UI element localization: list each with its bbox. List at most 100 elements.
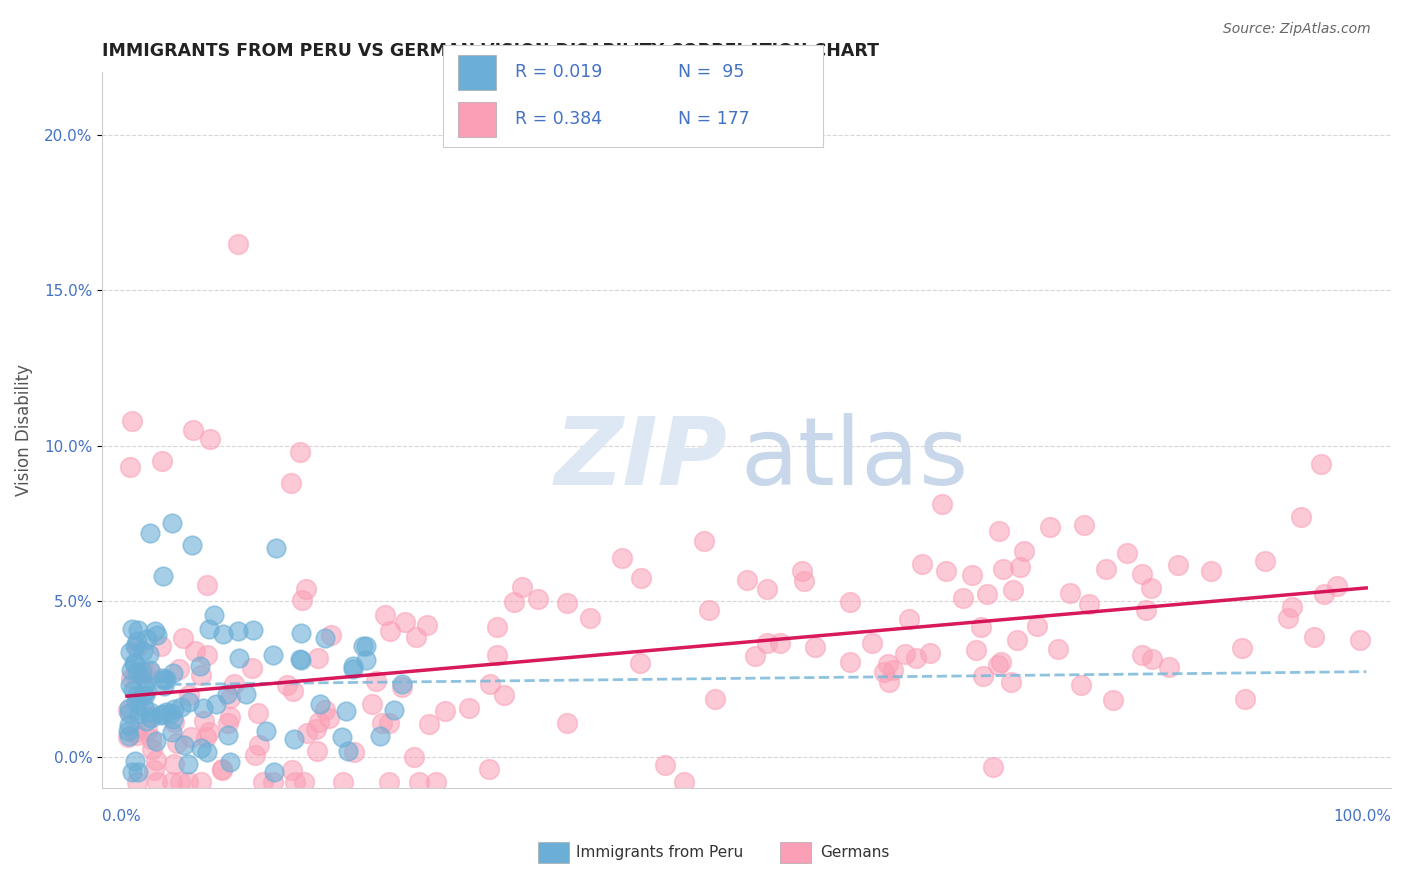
Point: [122, 682, 145, 697]
Point: [987, 658, 1010, 673]
Point: [149, 707, 172, 722]
Point: [960, 567, 983, 582]
Point: [803, 640, 825, 655]
Point: [319, 628, 342, 642]
Point: [305, 723, 328, 737]
Point: [224, 677, 246, 691]
Point: [295, 726, 318, 740]
Point: [307, 650, 329, 665]
Point: [378, 774, 401, 789]
Point: [1167, 558, 1189, 572]
Point: [1313, 587, 1336, 601]
Point: [198, 433, 221, 447]
Point: [1014, 544, 1036, 558]
Point: [284, 774, 307, 789]
Point: [160, 706, 183, 720]
Point: [118, 706, 141, 720]
Point: [1140, 581, 1163, 595]
Point: [134, 665, 156, 679]
Point: [987, 524, 1010, 538]
Point: [262, 648, 284, 662]
Point: [139, 666, 162, 681]
Point: [125, 640, 148, 655]
Point: [1233, 691, 1256, 706]
Point: [176, 774, 198, 789]
Point: [1115, 545, 1137, 559]
Point: [374, 608, 396, 623]
Point: [143, 624, 166, 638]
Point: [138, 705, 160, 719]
Text: atlas: atlas: [740, 413, 969, 505]
Point: [125, 695, 148, 709]
Point: [976, 586, 998, 600]
Point: [332, 774, 354, 789]
Point: [162, 666, 184, 681]
Point: [290, 593, 312, 607]
Point: [134, 675, 156, 690]
Point: [1199, 564, 1222, 578]
Point: [152, 672, 174, 686]
Point: [118, 729, 141, 743]
Point: [628, 656, 651, 670]
Point: [204, 607, 226, 622]
Point: [904, 651, 927, 665]
Point: [1007, 633, 1029, 648]
Point: [177, 695, 200, 709]
Point: [121, 765, 143, 780]
Point: [527, 592, 550, 607]
Point: [125, 664, 148, 678]
Point: [370, 715, 392, 730]
Point: [162, 774, 184, 789]
Point: [172, 631, 194, 645]
Point: [124, 724, 146, 739]
Point: [134, 714, 156, 729]
Point: [132, 679, 155, 693]
Point: [218, 755, 240, 769]
Point: [276, 678, 298, 692]
Point: [1254, 554, 1277, 568]
Point: [134, 699, 156, 714]
Text: 100.0%: 100.0%: [1333, 809, 1391, 824]
Point: [1070, 678, 1092, 692]
Point: [173, 738, 195, 752]
Point: [134, 689, 156, 703]
Point: [211, 763, 233, 777]
Point: [125, 728, 148, 742]
Point: [378, 624, 401, 639]
Point: [121, 414, 143, 428]
Point: [181, 538, 204, 552]
Point: [486, 620, 509, 634]
Point: [179, 688, 201, 702]
Point: [190, 741, 212, 756]
Point: [1078, 597, 1101, 611]
Point: [873, 665, 896, 679]
Text: IMMIGRANTS FROM PERU VS GERMAN VISION DISABILITY CORRELATION CHART: IMMIGRANTS FROM PERU VS GERMAN VISION DI…: [103, 42, 879, 60]
Point: [139, 731, 162, 746]
Point: [139, 663, 162, 677]
Point: [510, 580, 533, 594]
Point: [1095, 562, 1118, 576]
Point: [135, 684, 157, 698]
Point: [1309, 457, 1331, 471]
Point: [408, 774, 430, 789]
Point: [195, 745, 218, 759]
Point: [935, 564, 957, 578]
Point: [163, 702, 186, 716]
Point: [120, 460, 142, 475]
Point: [555, 596, 578, 610]
Point: [127, 623, 149, 637]
Point: [162, 516, 184, 531]
Point: [970, 620, 993, 634]
Point: [131, 644, 153, 658]
Point: [242, 623, 264, 637]
Point: [965, 643, 987, 657]
Point: [127, 765, 149, 780]
Point: [240, 661, 263, 675]
Point: [283, 731, 305, 746]
Point: [215, 687, 238, 701]
Point: [877, 675, 900, 690]
Point: [153, 680, 176, 694]
Point: [124, 639, 146, 653]
Text: Germans: Germans: [820, 846, 889, 860]
Point: [318, 711, 340, 725]
